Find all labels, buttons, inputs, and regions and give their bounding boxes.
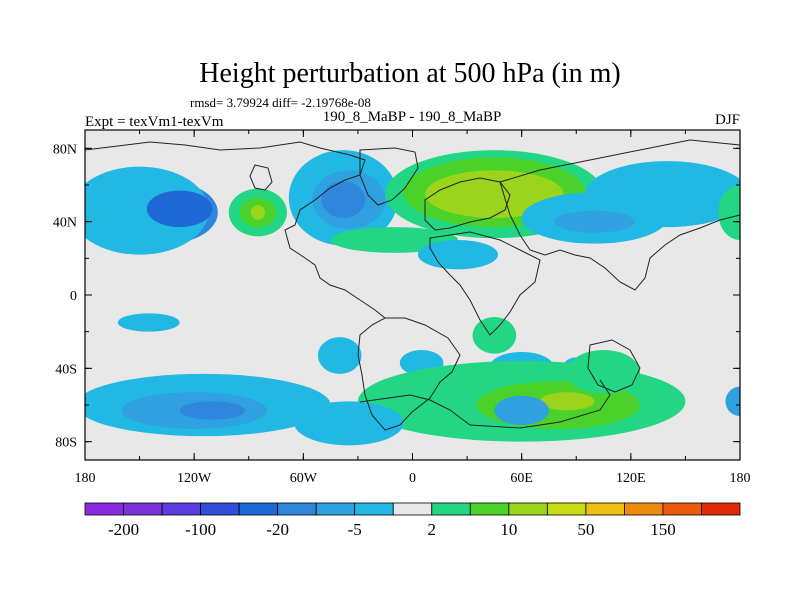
colorbar-swatch (200, 502, 240, 516)
colorbar-swatch (508, 502, 548, 516)
anomaly-region (146, 190, 213, 228)
x-tick-label: 120W (177, 471, 212, 486)
y-tick-label: 80N (53, 142, 77, 157)
anomaly-region (85, 166, 209, 255)
colorbar-swatch (585, 502, 625, 516)
coastline-africa (429, 231, 541, 336)
anomaly-layer (85, 150, 740, 446)
experiment-label: Expt = texVm1-texVm (85, 114, 224, 130)
coastline-south-america (357, 317, 461, 431)
y-tick-label: 40N (53, 216, 77, 231)
anomaly-region (179, 401, 246, 420)
y-axis: 80N 40N 0 40S 80S (53, 142, 740, 451)
anomaly-region (321, 181, 366, 219)
x-axis: 180 120W 60W 0 60E 120E 180 (75, 130, 751, 486)
anomaly-region (725, 386, 740, 416)
x-tick-label: 180 (75, 471, 96, 486)
colorbar-swatch (469, 502, 510, 516)
coastlines (85, 139, 740, 431)
coastline-europe (424, 177, 511, 231)
x-tick-label: 60E (510, 471, 533, 486)
anomaly-region (718, 185, 740, 240)
colorbar-label: -5 (348, 520, 362, 539)
colorbar-swatch (662, 502, 702, 516)
colorbar-swatch (161, 502, 201, 516)
y-tick-label: 0 (70, 289, 77, 304)
colorbar-swatch (546, 502, 587, 516)
colorbar-swatch (315, 502, 356, 516)
x-tick-label: 180 (730, 471, 751, 486)
colorbar-swatch (238, 502, 279, 516)
colorbar-swatch (123, 502, 163, 516)
anomaly-region (117, 313, 180, 332)
x-tick-label: 120E (616, 471, 646, 486)
colorbar-swatch (354, 502, 394, 516)
coastline-greenland (359, 147, 419, 206)
colorbar-swatch (392, 502, 433, 516)
colorbar-swatch (277, 502, 317, 516)
coastline-australia (587, 339, 641, 393)
colorbar-label: 2 (428, 520, 437, 539)
y-tick-label: 40S (55, 362, 77, 377)
chart-title: Height perturbation at 500 hPa (in m) (199, 58, 620, 89)
coastline-asia (499, 139, 740, 291)
case-label: 190_8_MaBP - 190_8_MaBP (323, 109, 502, 125)
colorbar-label: 150 (650, 520, 676, 539)
colorbar-label: -200 (108, 520, 139, 539)
colorbar-label: -100 (185, 520, 216, 539)
x-tick-label: 60W (290, 471, 318, 486)
colorbar-label: 50 (577, 520, 594, 539)
y-tick-label: 80S (55, 436, 77, 451)
colorbar-swatch (624, 502, 664, 516)
colorbar-label: 10 (500, 520, 517, 539)
colorbar-swatch (431, 502, 471, 516)
anomaly-region (554, 210, 635, 233)
season-label: DJF (715, 112, 740, 128)
colorbar-swatch (84, 502, 124, 516)
stats-line: rmsd= 3.79924 diff= -2.19768e-08 (190, 95, 371, 110)
coastline-antarctica (359, 379, 611, 429)
colorbar-label: -20 (266, 520, 289, 539)
coastline-north-america (85, 141, 386, 319)
anomaly-region (317, 337, 362, 374)
colorbar: -200 -100 -20 -5 2 10 50 150 (84, 502, 741, 539)
anomaly-region (294, 401, 404, 446)
anomaly-region (472, 317, 517, 354)
x-tick-label: 0 (409, 471, 416, 486)
anomaly-region (539, 392, 595, 411)
anomaly-region (494, 395, 549, 426)
coastline-hudson-bay (249, 164, 273, 191)
anomaly-region (250, 205, 266, 220)
colorbar-swatch (701, 502, 741, 516)
anomaly-region (567, 350, 640, 394)
